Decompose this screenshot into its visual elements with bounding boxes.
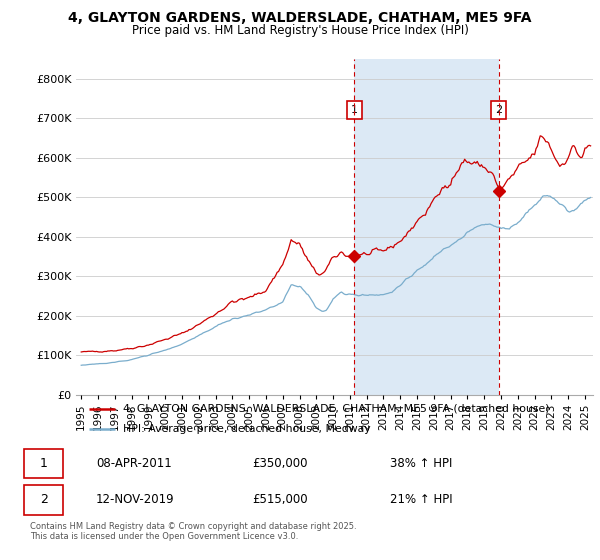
Text: HPI: Average price, detached house, Medway: HPI: Average price, detached house, Medw… bbox=[123, 424, 370, 434]
Text: 1: 1 bbox=[40, 456, 48, 470]
Text: £350,000: £350,000 bbox=[252, 456, 308, 470]
Text: 2: 2 bbox=[495, 105, 502, 115]
Bar bbox=[24, 485, 63, 515]
Text: 12-NOV-2019: 12-NOV-2019 bbox=[96, 493, 175, 506]
Bar bbox=[24, 449, 63, 478]
Text: 21% ↑ HPI: 21% ↑ HPI bbox=[390, 493, 452, 506]
Bar bbox=[355, 59, 499, 395]
Text: 4, GLAYTON GARDENS, WALDERSLADE, CHATHAM, ME5 9FA: 4, GLAYTON GARDENS, WALDERSLADE, CHATHAM… bbox=[68, 11, 532, 25]
Text: 4, GLAYTON GARDENS, WALDERSLADE, CHATHAM, ME5 9FA (detached house): 4, GLAYTON GARDENS, WALDERSLADE, CHATHAM… bbox=[123, 404, 549, 414]
Text: 38% ↑ HPI: 38% ↑ HPI bbox=[390, 456, 452, 470]
Text: 2: 2 bbox=[40, 493, 48, 506]
Text: £515,000: £515,000 bbox=[252, 493, 308, 506]
Text: 1: 1 bbox=[351, 105, 358, 115]
Text: Price paid vs. HM Land Registry's House Price Index (HPI): Price paid vs. HM Land Registry's House … bbox=[131, 24, 469, 36]
Text: Contains HM Land Registry data © Crown copyright and database right 2025.
This d: Contains HM Land Registry data © Crown c… bbox=[30, 522, 356, 542]
Text: 08-APR-2011: 08-APR-2011 bbox=[96, 456, 172, 470]
